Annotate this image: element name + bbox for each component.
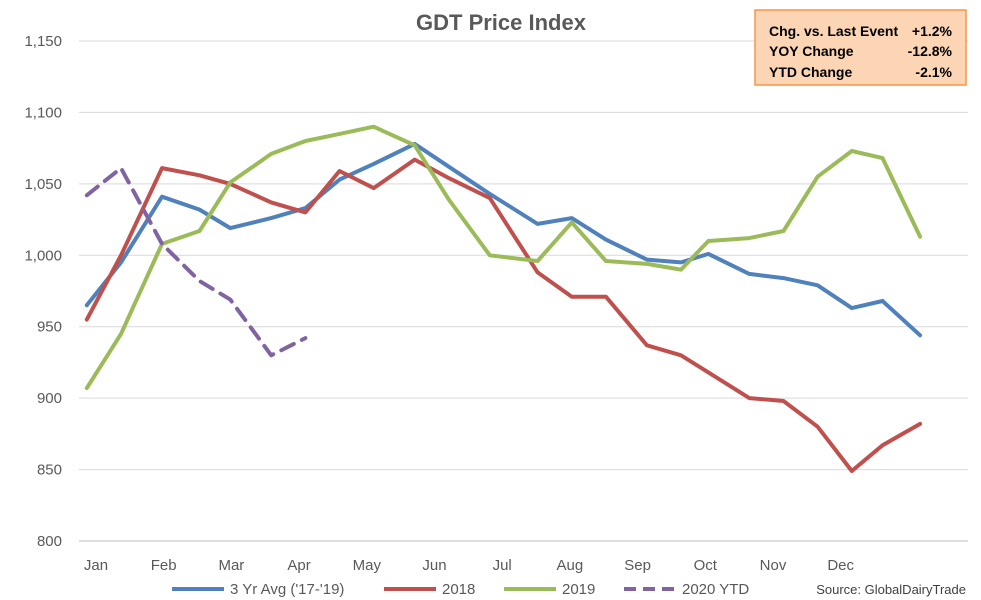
series-line-2 — [84, 157, 923, 473]
annotation-box-bg — [754, 9, 967, 86]
series-line-0 — [84, 141, 885, 311]
y-tick-label: 1,050 — [24, 176, 62, 193]
x-tick-label: Jul — [493, 557, 512, 574]
y-tick-label: 1,150 — [24, 33, 62, 50]
annotation-label-yoy: YOY Change — [769, 43, 854, 59]
x-tick-label: Sep — [624, 557, 651, 574]
annotation-label-ytd: YTD Change — [769, 64, 852, 80]
source-note: Source: GlobalDairyTrade — [816, 582, 966, 597]
y-tick-label: 1,000 — [24, 247, 62, 264]
legend-label-2020: 2020 YTD — [682, 581, 749, 598]
y-tick-labels: 1,150 1,100 1,050 1,000 950 900 850 800 — [24, 33, 62, 550]
y-tick-label: 950 — [37, 319, 62, 336]
legend-label-2018: 2018 — [442, 581, 475, 598]
grid-lines — [79, 40, 968, 471]
legend-label-2019: 2019 — [562, 581, 595, 598]
x-tick-label: Feb — [151, 557, 177, 574]
x-tick-label: Oct — [694, 557, 718, 574]
series-line-1 — [880, 299, 923, 338]
x-tick-label: Jun — [422, 557, 446, 574]
y-tick-label: 1,100 — [24, 104, 62, 121]
x-tick-label: Aug — [557, 557, 584, 574]
legend-label-avg: 3 Yr Avg ('17-'19) — [230, 581, 344, 598]
chart-title: GDT Price Index — [416, 10, 587, 35]
x-tick-label: Mar — [218, 557, 244, 574]
series-line-3 — [84, 124, 923, 391]
series-lines — [84, 124, 923, 473]
series-line-4 — [84, 166, 308, 358]
x-tick-label: Dec — [827, 557, 854, 574]
x-tick-labels: Jan Feb Mar Apr May Jun Jul Aug Sep Oct Nov Dec — [84, 557, 855, 574]
legend: 3 Yr Avg ('17-'19) 2018 2019 2020 YTD — [172, 581, 749, 598]
annotation-value-ytd: -2.1% — [915, 64, 952, 80]
y-tick-label: 800 — [37, 533, 62, 550]
y-tick-label: 850 — [37, 462, 62, 479]
annotation-value-chg: +1.2% — [912, 23, 953, 39]
annotation-value-yoy: -12.8% — [908, 43, 953, 59]
x-tick-label: May — [353, 557, 382, 574]
x-tick-label: Apr — [287, 557, 310, 574]
x-tick-label: Nov — [760, 557, 787, 574]
x-tick-label: Jan — [84, 557, 108, 574]
annotation-label-chg: Chg. vs. Last Event — [769, 23, 898, 39]
annotation-box: Chg. vs. Last Event +1.2% YOY Change -12… — [754, 9, 967, 86]
y-tick-label: 900 — [37, 390, 62, 407]
